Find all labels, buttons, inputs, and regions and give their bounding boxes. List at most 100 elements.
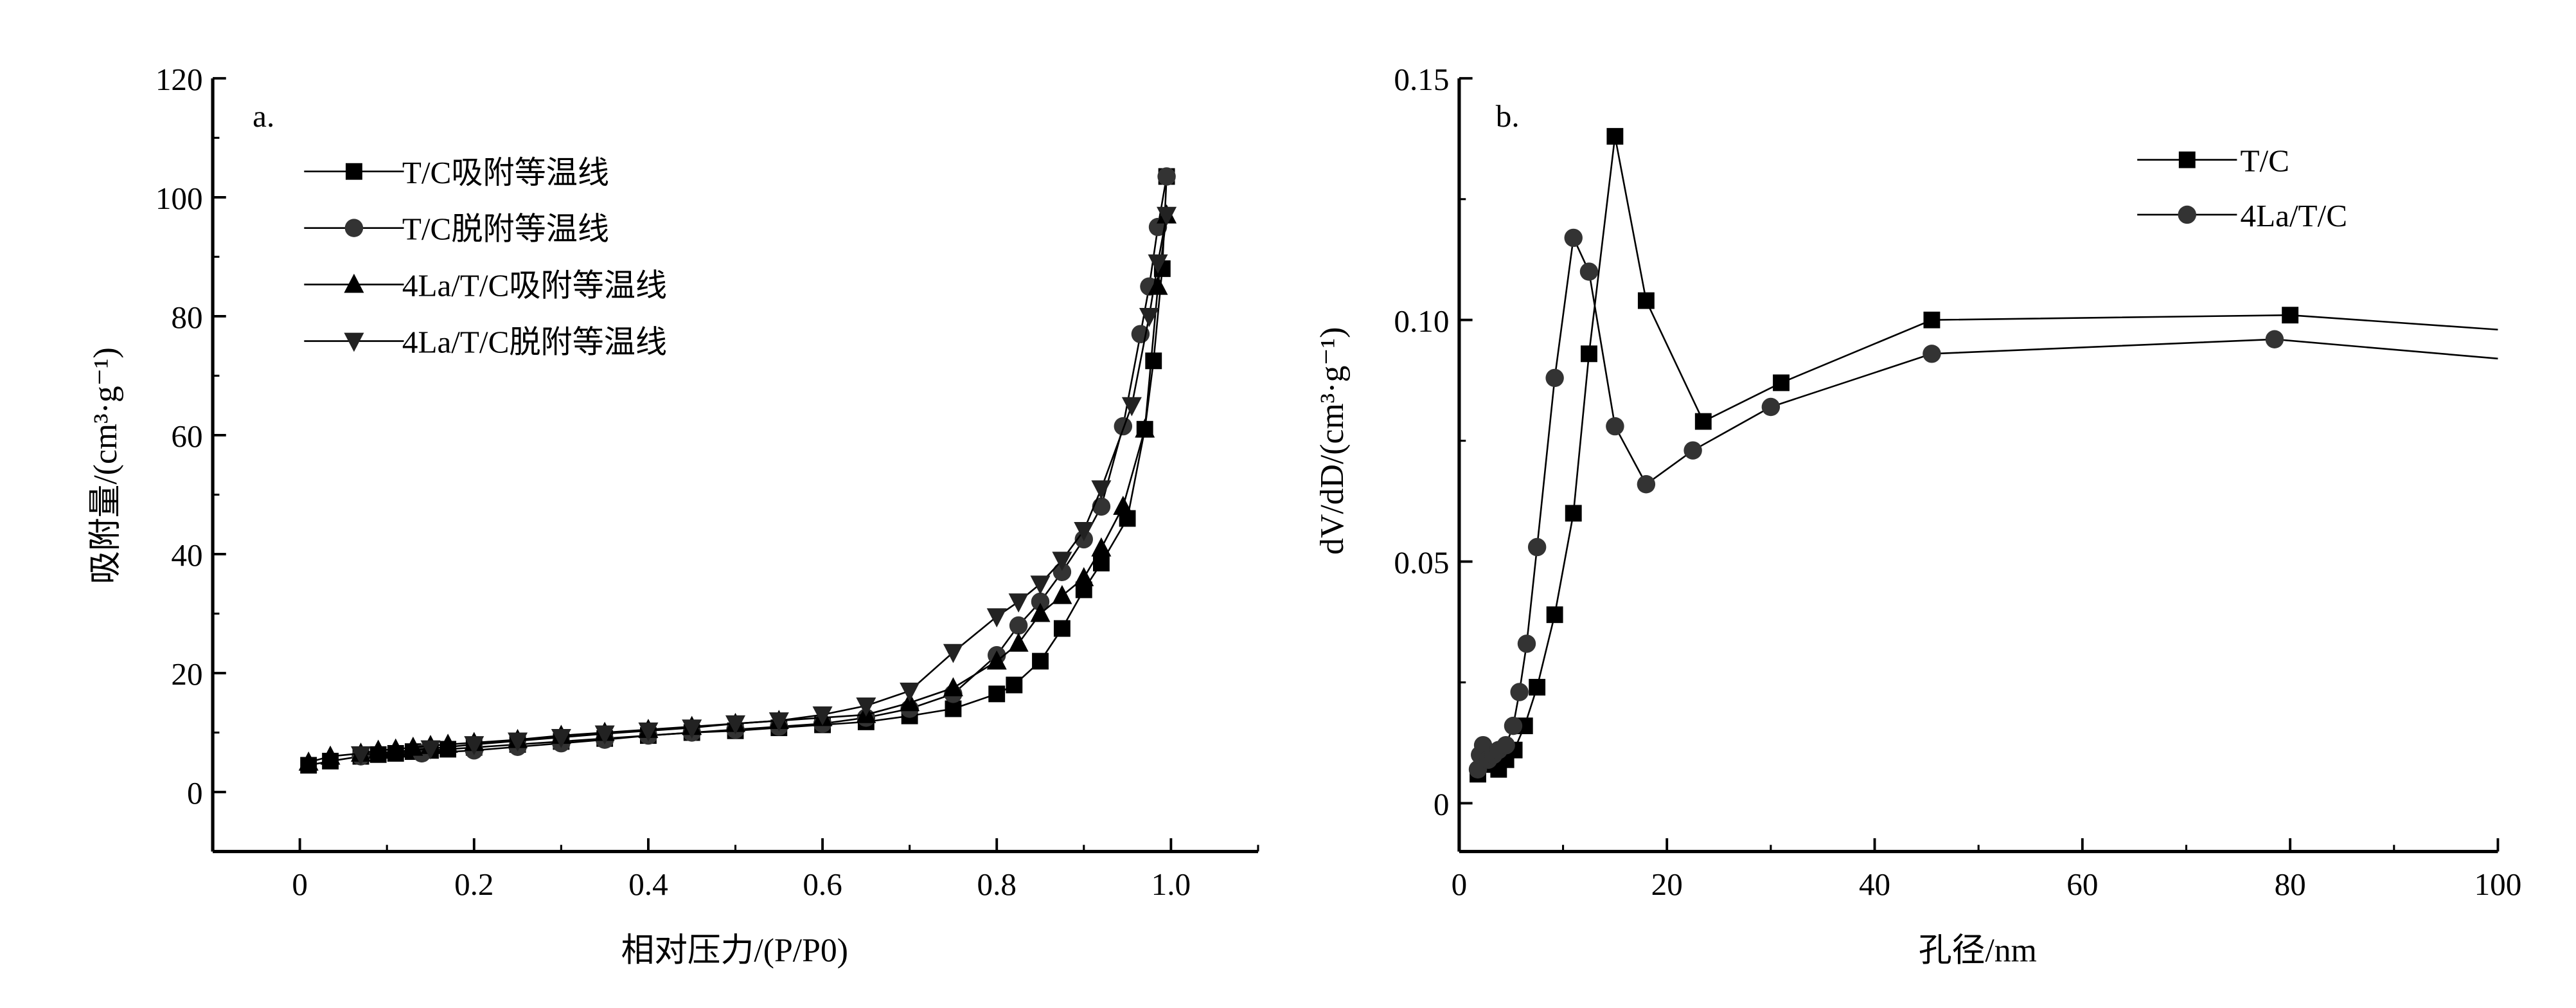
x-tick-label: 60 <box>2066 867 2098 902</box>
y-tick-label: 0 <box>1434 787 1450 822</box>
data-point <box>420 740 441 760</box>
data-point <box>508 732 528 752</box>
x-tick-label: 40 <box>1859 867 1890 902</box>
x-tick-label: 0 <box>292 867 308 902</box>
data-point <box>725 715 746 735</box>
y-tick-label: 0.15 <box>1394 62 1449 97</box>
x-tick-label: 0.2 <box>454 867 493 902</box>
data-point <box>1923 311 1941 328</box>
series-3 <box>351 206 1177 766</box>
data-point <box>1145 352 1162 370</box>
panel-label: b. <box>1496 98 1520 134</box>
data-point <box>1546 606 1563 624</box>
data-point <box>988 685 1006 703</box>
x-tick-label: 0 <box>1452 867 1468 902</box>
data-point <box>1694 413 1712 430</box>
y-axis-label: dV/dD/(cm³·g⁻¹) <box>1314 327 1351 555</box>
data-point <box>856 697 876 717</box>
y-tick-label: 40 <box>171 537 202 573</box>
data-point <box>1606 128 1624 145</box>
data-point <box>1092 497 1111 516</box>
data-point <box>1091 537 1112 557</box>
data-point <box>986 650 1007 670</box>
data-point <box>1135 418 1155 438</box>
data-point <box>594 725 615 745</box>
legend-label: T/C脱附等温线 <box>402 212 609 247</box>
x-tick-label: 80 <box>2275 867 2306 902</box>
data-point <box>1564 228 1583 248</box>
data-point <box>1053 620 1070 637</box>
data-point <box>1031 592 1050 611</box>
y-tick-label: 0 <box>187 775 203 811</box>
data-point <box>1529 679 1546 696</box>
data-point <box>1497 735 1515 755</box>
data-point <box>1510 683 1529 701</box>
y-tick-label: 0.10 <box>1394 303 1449 339</box>
data-point <box>351 746 371 766</box>
data-point <box>320 745 341 765</box>
legend-label: 4La/T/C <box>2241 198 2347 233</box>
series-0 <box>300 168 1175 774</box>
data-point <box>1565 505 1582 522</box>
series-line <box>360 215 1168 756</box>
data-point <box>1606 417 1624 436</box>
data-point <box>1030 602 1051 622</box>
x-tick-label: 100 <box>2474 867 2522 902</box>
data-point <box>1157 167 1176 186</box>
legend-marker <box>344 332 364 352</box>
data-point <box>945 700 962 717</box>
data-point <box>1517 634 1536 653</box>
panel-label: a. <box>253 98 274 134</box>
series-1 <box>351 167 1176 766</box>
data-point <box>1761 397 1781 417</box>
data-point <box>1052 552 1072 572</box>
data-point <box>1008 593 1029 613</box>
data-point <box>943 644 963 663</box>
legend-marker <box>344 273 364 293</box>
data-point <box>1148 254 1168 274</box>
legend-marker <box>2178 205 2196 224</box>
legend-marker <box>2178 151 2196 168</box>
legend-label: 4La/T/C脱附等温线 <box>402 325 667 360</box>
legend-label: 4La/T/C吸附等温线 <box>402 268 667 303</box>
data-point <box>900 682 920 702</box>
series-1 <box>1468 228 2498 779</box>
data-point <box>768 712 789 732</box>
x-tick-label: 0.4 <box>628 867 668 902</box>
data-point <box>1139 307 1159 327</box>
data-point <box>1052 584 1072 604</box>
y-tick-label: 0.05 <box>1394 545 1449 580</box>
data-point <box>2282 307 2299 324</box>
x-tick-label: 1.0 <box>1151 867 1191 902</box>
data-point <box>1527 537 1547 557</box>
series-line <box>308 176 1168 766</box>
panel-a-adsorption-isotherm: 0 0.2 0.4 0.6 0.8 1.0 0 20 40 60 80 100 120 a. 相对压力/(P… <box>87 62 1259 969</box>
series-line <box>1477 235 2498 770</box>
data-point <box>1923 345 1941 363</box>
data-point <box>1683 441 1702 460</box>
legend-label: T/C <box>2241 143 2289 179</box>
data-point <box>1053 562 1072 581</box>
y-tick-label: 80 <box>171 300 202 335</box>
data-point <box>682 719 702 739</box>
data-point <box>1008 632 1029 652</box>
data-point <box>986 608 1007 627</box>
data-point <box>2265 330 2284 349</box>
y-tick-label: 100 <box>155 181 203 216</box>
data-point <box>1637 475 1656 494</box>
data-point <box>1773 374 1790 392</box>
data-point <box>1074 522 1094 541</box>
data-point <box>1114 417 1133 436</box>
x-axis-label: 孔径/nm <box>1919 932 2037 969</box>
data-point <box>1545 368 1564 388</box>
data-point <box>551 729 571 748</box>
data-point <box>638 722 659 742</box>
x-tick-label: 0.6 <box>803 867 842 902</box>
data-point <box>1121 397 1142 417</box>
x-tick-label: 0.8 <box>977 867 1017 902</box>
data-point <box>1504 716 1523 735</box>
y-tick-label: 60 <box>171 419 202 454</box>
y-tick-label: 20 <box>171 656 202 692</box>
y-tick-label: 120 <box>155 62 203 97</box>
data-point <box>943 677 963 697</box>
